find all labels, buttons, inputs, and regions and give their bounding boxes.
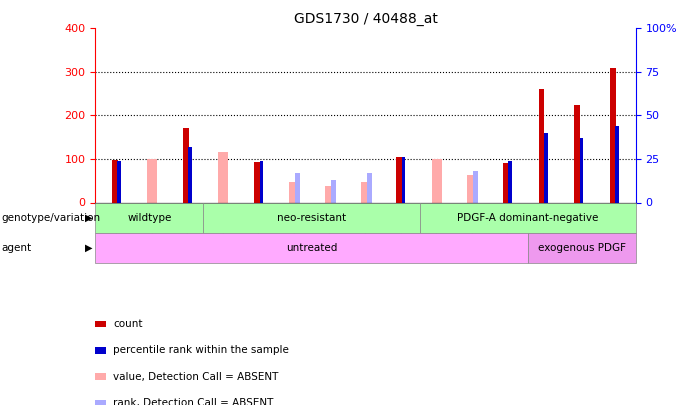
Title: GDS1730 / 40488_at: GDS1730 / 40488_at: [294, 12, 437, 26]
Bar: [112, 160, 118, 202]
Bar: [360, 182, 371, 202]
Bar: [509, 161, 512, 202]
Bar: [254, 162, 260, 202]
Bar: [117, 161, 121, 202]
Bar: [467, 175, 477, 202]
Bar: [183, 128, 189, 202]
Bar: [325, 186, 335, 202]
Bar: [544, 133, 547, 202]
Bar: [473, 171, 478, 202]
Text: untreated: untreated: [286, 243, 337, 253]
Bar: [290, 182, 299, 202]
Bar: [402, 157, 405, 202]
Bar: [295, 173, 301, 202]
Bar: [539, 90, 545, 202]
Text: wildtype: wildtype: [127, 213, 171, 223]
Bar: [218, 152, 228, 202]
Bar: [188, 147, 192, 202]
Bar: [615, 126, 619, 202]
Bar: [575, 104, 580, 202]
Text: ▶: ▶: [85, 243, 92, 253]
Text: count: count: [113, 319, 142, 329]
Text: agent: agent: [1, 243, 31, 253]
Bar: [147, 160, 157, 202]
Bar: [432, 160, 441, 202]
Bar: [331, 180, 336, 202]
Text: percentile rank within the sample: percentile rank within the sample: [113, 345, 289, 355]
Text: neo-resistant: neo-resistant: [277, 213, 346, 223]
Text: exogenous PDGF: exogenous PDGF: [538, 243, 626, 253]
Bar: [610, 68, 615, 202]
Bar: [503, 163, 509, 202]
Text: rank, Detection Call = ABSENT: rank, Detection Call = ABSENT: [113, 398, 273, 405]
Bar: [260, 161, 263, 202]
Bar: [367, 173, 371, 202]
Bar: [396, 157, 402, 202]
Text: PDGF-A dominant-negative: PDGF-A dominant-negative: [457, 213, 598, 223]
Bar: [579, 138, 583, 202]
Text: ▶: ▶: [85, 213, 92, 223]
Text: genotype/variation: genotype/variation: [1, 213, 101, 223]
Text: value, Detection Call = ABSENT: value, Detection Call = ABSENT: [113, 372, 278, 382]
